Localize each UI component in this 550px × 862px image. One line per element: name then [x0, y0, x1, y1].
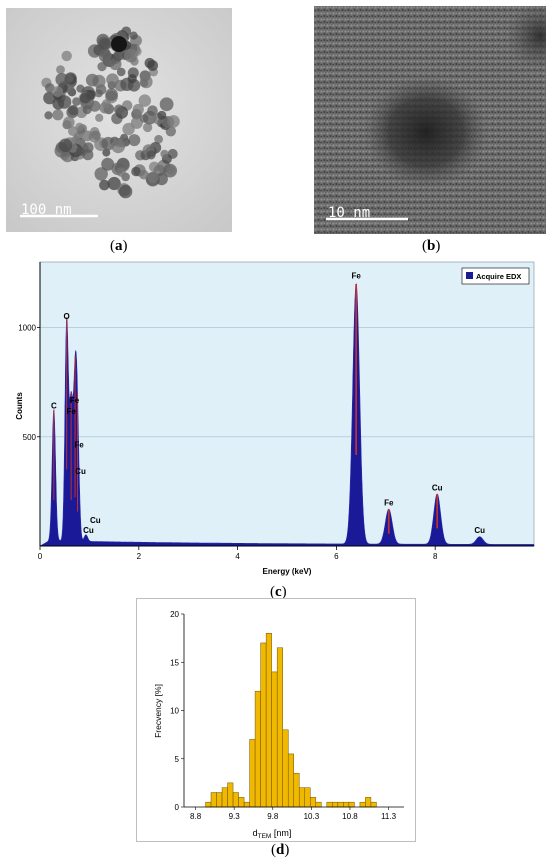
- panel-label-d: (d): [271, 842, 290, 858]
- edx-plot-area: [39, 261, 535, 547]
- edx-peak-label: Fe: [66, 407, 76, 416]
- edx-peak-label: Fe: [351, 271, 361, 280]
- histogram-bar: [265, 633, 272, 808]
- hist-y-tick-label: 10: [170, 707, 179, 716]
- hist-y-tick-label: 20: [170, 610, 179, 619]
- legend-swatch: [466, 272, 473, 279]
- histogram-bar: [332, 801, 339, 808]
- hist-x-tick-label: 11.3: [381, 812, 397, 821]
- histogram-bar: [232, 792, 239, 808]
- edx-y-axis-label: Counts: [15, 392, 24, 420]
- edx-x-tick-label: 6: [334, 552, 339, 561]
- edx-peak-label: Cu: [90, 516, 101, 525]
- size-histogram-chart: 8.8 9.3 9.8 10.3 10.8 11.3 0 5 10 15 20 Frecvency…: [136, 598, 416, 842]
- histogram-bar: [310, 797, 317, 808]
- tem-image-b-drawing: 10 nm: [314, 6, 546, 234]
- tem-image-a-drawing: 100 nm: [6, 8, 232, 232]
- hist-y-axis-label: Frecvency [%]: [153, 684, 163, 738]
- hist-x-axis-label: dTEM [nm]: [253, 828, 292, 840]
- scale-bar-label-b: 10 nm: [328, 205, 370, 221]
- edx-peak-label: Cu: [432, 483, 443, 492]
- hist-x-tick-label: 8.8: [190, 812, 202, 821]
- histogram-bar: [365, 797, 372, 808]
- histogram-bar: [282, 729, 289, 808]
- panel-label-b: (b): [422, 238, 441, 254]
- histogram-bar: [315, 801, 322, 808]
- histogram-bar: [216, 792, 223, 808]
- histogram-bar: [276, 647, 283, 808]
- hist-x-tick-label: 10.3: [304, 812, 320, 821]
- histogram-bar: [210, 792, 217, 808]
- hist-x-tick-label: 9.3: [229, 812, 241, 821]
- histogram-bar: [221, 787, 228, 808]
- hrtem-image: 10 nm: [314, 6, 546, 234]
- hist-x-tick-label: 9.8: [267, 812, 279, 821]
- hist-y-tick-label: 5: [175, 755, 180, 764]
- histogram-bar: [299, 787, 306, 808]
- edx-x-axis-label: Energy (keV): [263, 567, 312, 576]
- edx-spectrum-series: [39, 283, 535, 547]
- legend-label: Acquire EDX: [476, 272, 521, 281]
- panel-label-a: (a): [110, 238, 128, 254]
- histogram-bar: [227, 782, 234, 808]
- hist-y-tick-label: 0: [175, 803, 180, 812]
- histogram-bar: [343, 801, 350, 808]
- nanoparticle: [364, 76, 488, 188]
- histogram-bar: [348, 801, 355, 808]
- histogram-bar: [370, 801, 377, 808]
- edx-x-tick-label: 0: [38, 552, 43, 561]
- edx-x-tick-label: 2: [137, 552, 142, 561]
- edx-peak-label: Cu: [83, 526, 94, 535]
- histogram-bar: [260, 642, 267, 808]
- nanoparticle-cluster: [41, 26, 180, 199]
- hist-x-tick-label: 10.8: [342, 812, 358, 821]
- histogram-bar: [359, 801, 366, 808]
- edx-peak-label: Fe: [74, 441, 84, 450]
- edx-x-tick-label: 8: [433, 552, 438, 561]
- edx-x-tick-label: 4: [235, 552, 240, 561]
- edx-peak-label: Cu: [474, 526, 485, 535]
- edx-peak-label: Fe: [384, 499, 394, 508]
- histogram-bar: [326, 801, 333, 808]
- histogram-bar: [337, 801, 344, 808]
- histogram-bar: [249, 739, 256, 808]
- histogram-bar: [254, 690, 261, 808]
- histogram-bar: [293, 772, 300, 808]
- scale-bar-label-a: 100 nm: [21, 202, 72, 218]
- hist-y-tick-label: 15: [170, 658, 179, 667]
- panel-label-c: (c): [270, 584, 287, 600]
- edx-peak-label: C: [51, 401, 57, 410]
- edx-y-tick-label: 500: [23, 433, 37, 442]
- histogram-bar: [304, 787, 311, 808]
- edx-peak-label: Fe: [70, 396, 80, 405]
- edx-y-tick-label: 1000: [18, 324, 36, 333]
- histogram-bar: [243, 801, 250, 808]
- edx-peak-label: O: [64, 312, 70, 321]
- histogram-bar: [287, 753, 294, 808]
- histogram-bar: [271, 671, 278, 808]
- tem-image-aggregate: 100 nm: [6, 8, 232, 232]
- histogram-bar: [205, 801, 212, 808]
- edx-peak-label: Cu: [75, 467, 86, 476]
- edx-legend: Acquire EDX: [461, 267, 530, 285]
- histogram-bar: [238, 797, 245, 808]
